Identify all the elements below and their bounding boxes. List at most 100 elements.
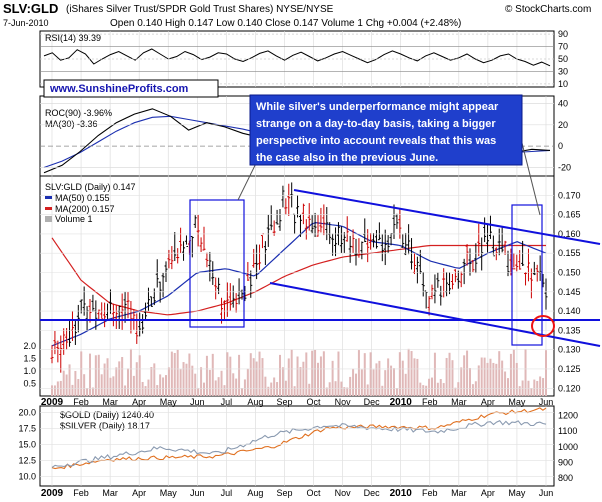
volume-bar [159, 374, 162, 396]
volume-bar [311, 350, 314, 396]
volume-bar [83, 374, 86, 396]
volume-bar [232, 373, 235, 396]
volume-bar [349, 376, 352, 396]
volume-bar [141, 381, 144, 396]
volume-bar [246, 368, 249, 396]
x-tick-label: Mar [451, 397, 467, 407]
volume-bar [378, 360, 381, 396]
volume-bar [509, 353, 512, 396]
x-tick-label: Mar [102, 488, 118, 498]
volume-bar [331, 360, 334, 396]
volume-bar [249, 353, 252, 396]
volume-bar [463, 355, 466, 396]
rsi-tick-label: 70 [558, 42, 568, 52]
x-axis-bottom: 2009 Feb Mar Apr May Jun Jul Aug Sep Oct Nov Dec 201… [41, 488, 553, 499]
volume-bar [74, 370, 77, 396]
volume-bar [387, 358, 390, 396]
x-tick-label: Apr [481, 488, 495, 498]
x-tick-label: Jun [539, 397, 554, 407]
volume-bar [314, 349, 317, 396]
price-tick-label: 0.135 [558, 325, 581, 335]
volume-bar [369, 352, 372, 396]
volume-bar [86, 388, 89, 396]
x-tick-label: Apr [481, 397, 495, 407]
volume-bar [150, 367, 153, 396]
volume-bar [466, 350, 469, 396]
main-legend-title: SLV:GLD (Daily) 0.147 [45, 182, 136, 192]
gold-label: $GOLD (Daily) 1240.40 [60, 410, 154, 420]
roc-ma-label: MA(30) -3.36 [45, 119, 98, 129]
annotation-line-3: perspective into account reveals that th… [256, 135, 496, 147]
volume-bar [296, 356, 299, 396]
annotation-box [249, 94, 523, 166]
volume-tick-label: 0.5 [23, 379, 36, 389]
volume-bar [132, 375, 135, 396]
volume-bar [422, 385, 425, 396]
x-tick-label: Oct [307, 397, 322, 407]
rsi-tick-label: 10 [558, 79, 568, 89]
annotation-line-2: strange on a day-to-day basis, taking a … [256, 118, 496, 130]
callout-pointer-right [519, 134, 541, 216]
price-tick-label: 0.150 [558, 267, 581, 277]
rsi-ticks: 90 70 50 30 10 [40, 29, 568, 89]
volume-bar [226, 352, 229, 396]
volume-bar [80, 351, 83, 396]
volume-bar [112, 376, 115, 396]
volume-bar [533, 379, 536, 396]
june-2009-box [189, 199, 245, 328]
volume-bar [542, 378, 545, 396]
volume-bar [384, 370, 387, 396]
volume-bar [176, 349, 179, 396]
volume-bar [334, 381, 337, 396]
volume-bar [518, 386, 521, 396]
price-ticks: 0.170 0.165 0.160 0.155 0.150 0.145 0.140 0.135… [40, 190, 581, 393]
volume-bar [530, 388, 533, 396]
x-tick-label: Feb [73, 397, 89, 407]
volume-bar [97, 354, 100, 396]
volume-legend-swatch [45, 216, 52, 222]
roc-tick-label: -20 [558, 162, 571, 172]
roc-label: ROC(90) -3.96% [45, 108, 112, 118]
volume-bar [182, 362, 185, 396]
volume-bar [431, 377, 433, 396]
x-tick-label: May [508, 488, 526, 498]
annotation-line-1: While silver's underperformance might ap… [256, 101, 499, 113]
volume-bar [448, 352, 451, 396]
watermark: © StockCharts.com [505, 4, 591, 15]
volume-bar [188, 353, 191, 396]
annotation-line-4: the case also in the previous June. [256, 152, 438, 164]
main-panel [39, 175, 555, 397]
volume-bar [208, 369, 211, 396]
volume-bar [346, 387, 349, 396]
volume-bar [413, 358, 416, 396]
rsi-series-line [43, 48, 551, 67]
volume-bar [56, 381, 59, 396]
volume-bar [480, 357, 483, 396]
website-link[interactable]: www.SunshineProfits.com [49, 83, 189, 95]
volume-bar [165, 375, 167, 396]
x-tick-label: 2010 [390, 397, 413, 408]
volume-bar [144, 386, 147, 396]
chart-name: (iShares Silver Trust/SPDR Gold Trust Sh… [66, 4, 334, 15]
volume-bar [501, 360, 504, 396]
volume-bar [211, 353, 214, 396]
x-tick-label: Mar [451, 488, 467, 498]
volume-bar [322, 351, 325, 396]
volume-bar [393, 368, 395, 396]
volume-bar [200, 367, 203, 396]
volume-bar [135, 362, 138, 396]
volume-bar [445, 357, 448, 396]
x-tick-label: Apr [132, 397, 146, 407]
volume-bar [328, 382, 331, 396]
volume-bar [173, 352, 176, 396]
volume-bar [410, 351, 413, 396]
volume-bar [179, 369, 182, 396]
x-tick-label: Jun [190, 397, 205, 407]
volume-bar [51, 385, 53, 396]
volume-bar [258, 351, 261, 396]
volume-bar [372, 369, 375, 396]
volume-bar [203, 382, 205, 396]
volume-bar [238, 354, 241, 396]
volume-bar [460, 367, 463, 396]
